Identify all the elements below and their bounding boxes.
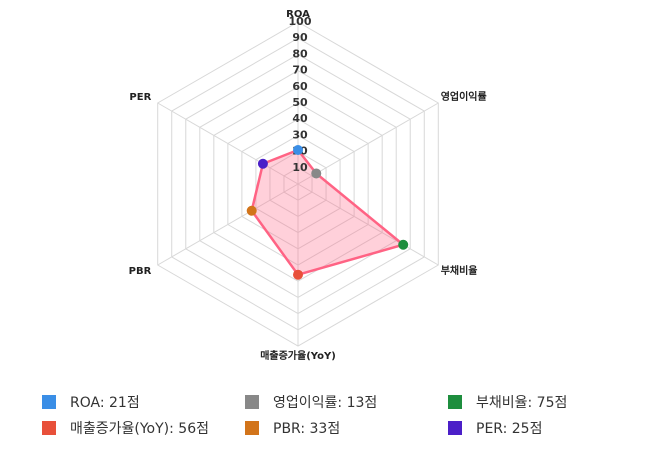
- axis-label: 부채비율: [441, 264, 478, 277]
- spoke: [157, 183, 299, 266]
- legend-swatch: [245, 421, 259, 435]
- legend-label: 부채비율: 75점: [476, 395, 567, 411]
- legend-label: 영업이익률: 13점: [273, 395, 377, 411]
- r-tick-label: 30: [292, 128, 308, 141]
- data-area: [250, 148, 406, 277]
- axis-label: PBR: [129, 266, 152, 277]
- legend-label: PBR: 33점: [273, 421, 340, 437]
- legend-swatch: [245, 395, 259, 409]
- data-point: [293, 269, 303, 280]
- legend-label: PER: 25점: [476, 421, 542, 437]
- axis-label: 영업이익률: [441, 90, 487, 103]
- r-tick-label: 50: [292, 96, 308, 109]
- legend-swatch: [42, 421, 56, 435]
- legend-swatch: [448, 421, 462, 435]
- r-tick-label: 80: [292, 47, 308, 60]
- spoke: [157, 102, 299, 185]
- data-point: [293, 144, 303, 155]
- r-tick-label: 100: [289, 15, 312, 28]
- legend-swatch: [42, 395, 56, 409]
- axis-label: PER: [129, 92, 151, 103]
- legend-swatch: [448, 395, 462, 409]
- data-point: [257, 158, 268, 169]
- r-tick-label: 40: [292, 112, 308, 125]
- r-tick-label: 10: [292, 161, 308, 174]
- r-tick-label: 70: [292, 64, 308, 77]
- legend-label: ROA: 21점: [70, 395, 140, 411]
- spoke: [297, 102, 439, 185]
- legend-label: 매출증가율(YoY): 56점: [70, 421, 209, 437]
- data-point: [398, 239, 409, 250]
- r-tick-label: 90: [292, 31, 308, 44]
- r-tick-label: 60: [292, 80, 308, 93]
- data-point: [246, 205, 257, 216]
- spoke: [297, 183, 439, 266]
- axis-label: ROA: [286, 9, 310, 20]
- data-point: [311, 168, 322, 179]
- axis-label: 매출증가율(YoY): [260, 349, 336, 362]
